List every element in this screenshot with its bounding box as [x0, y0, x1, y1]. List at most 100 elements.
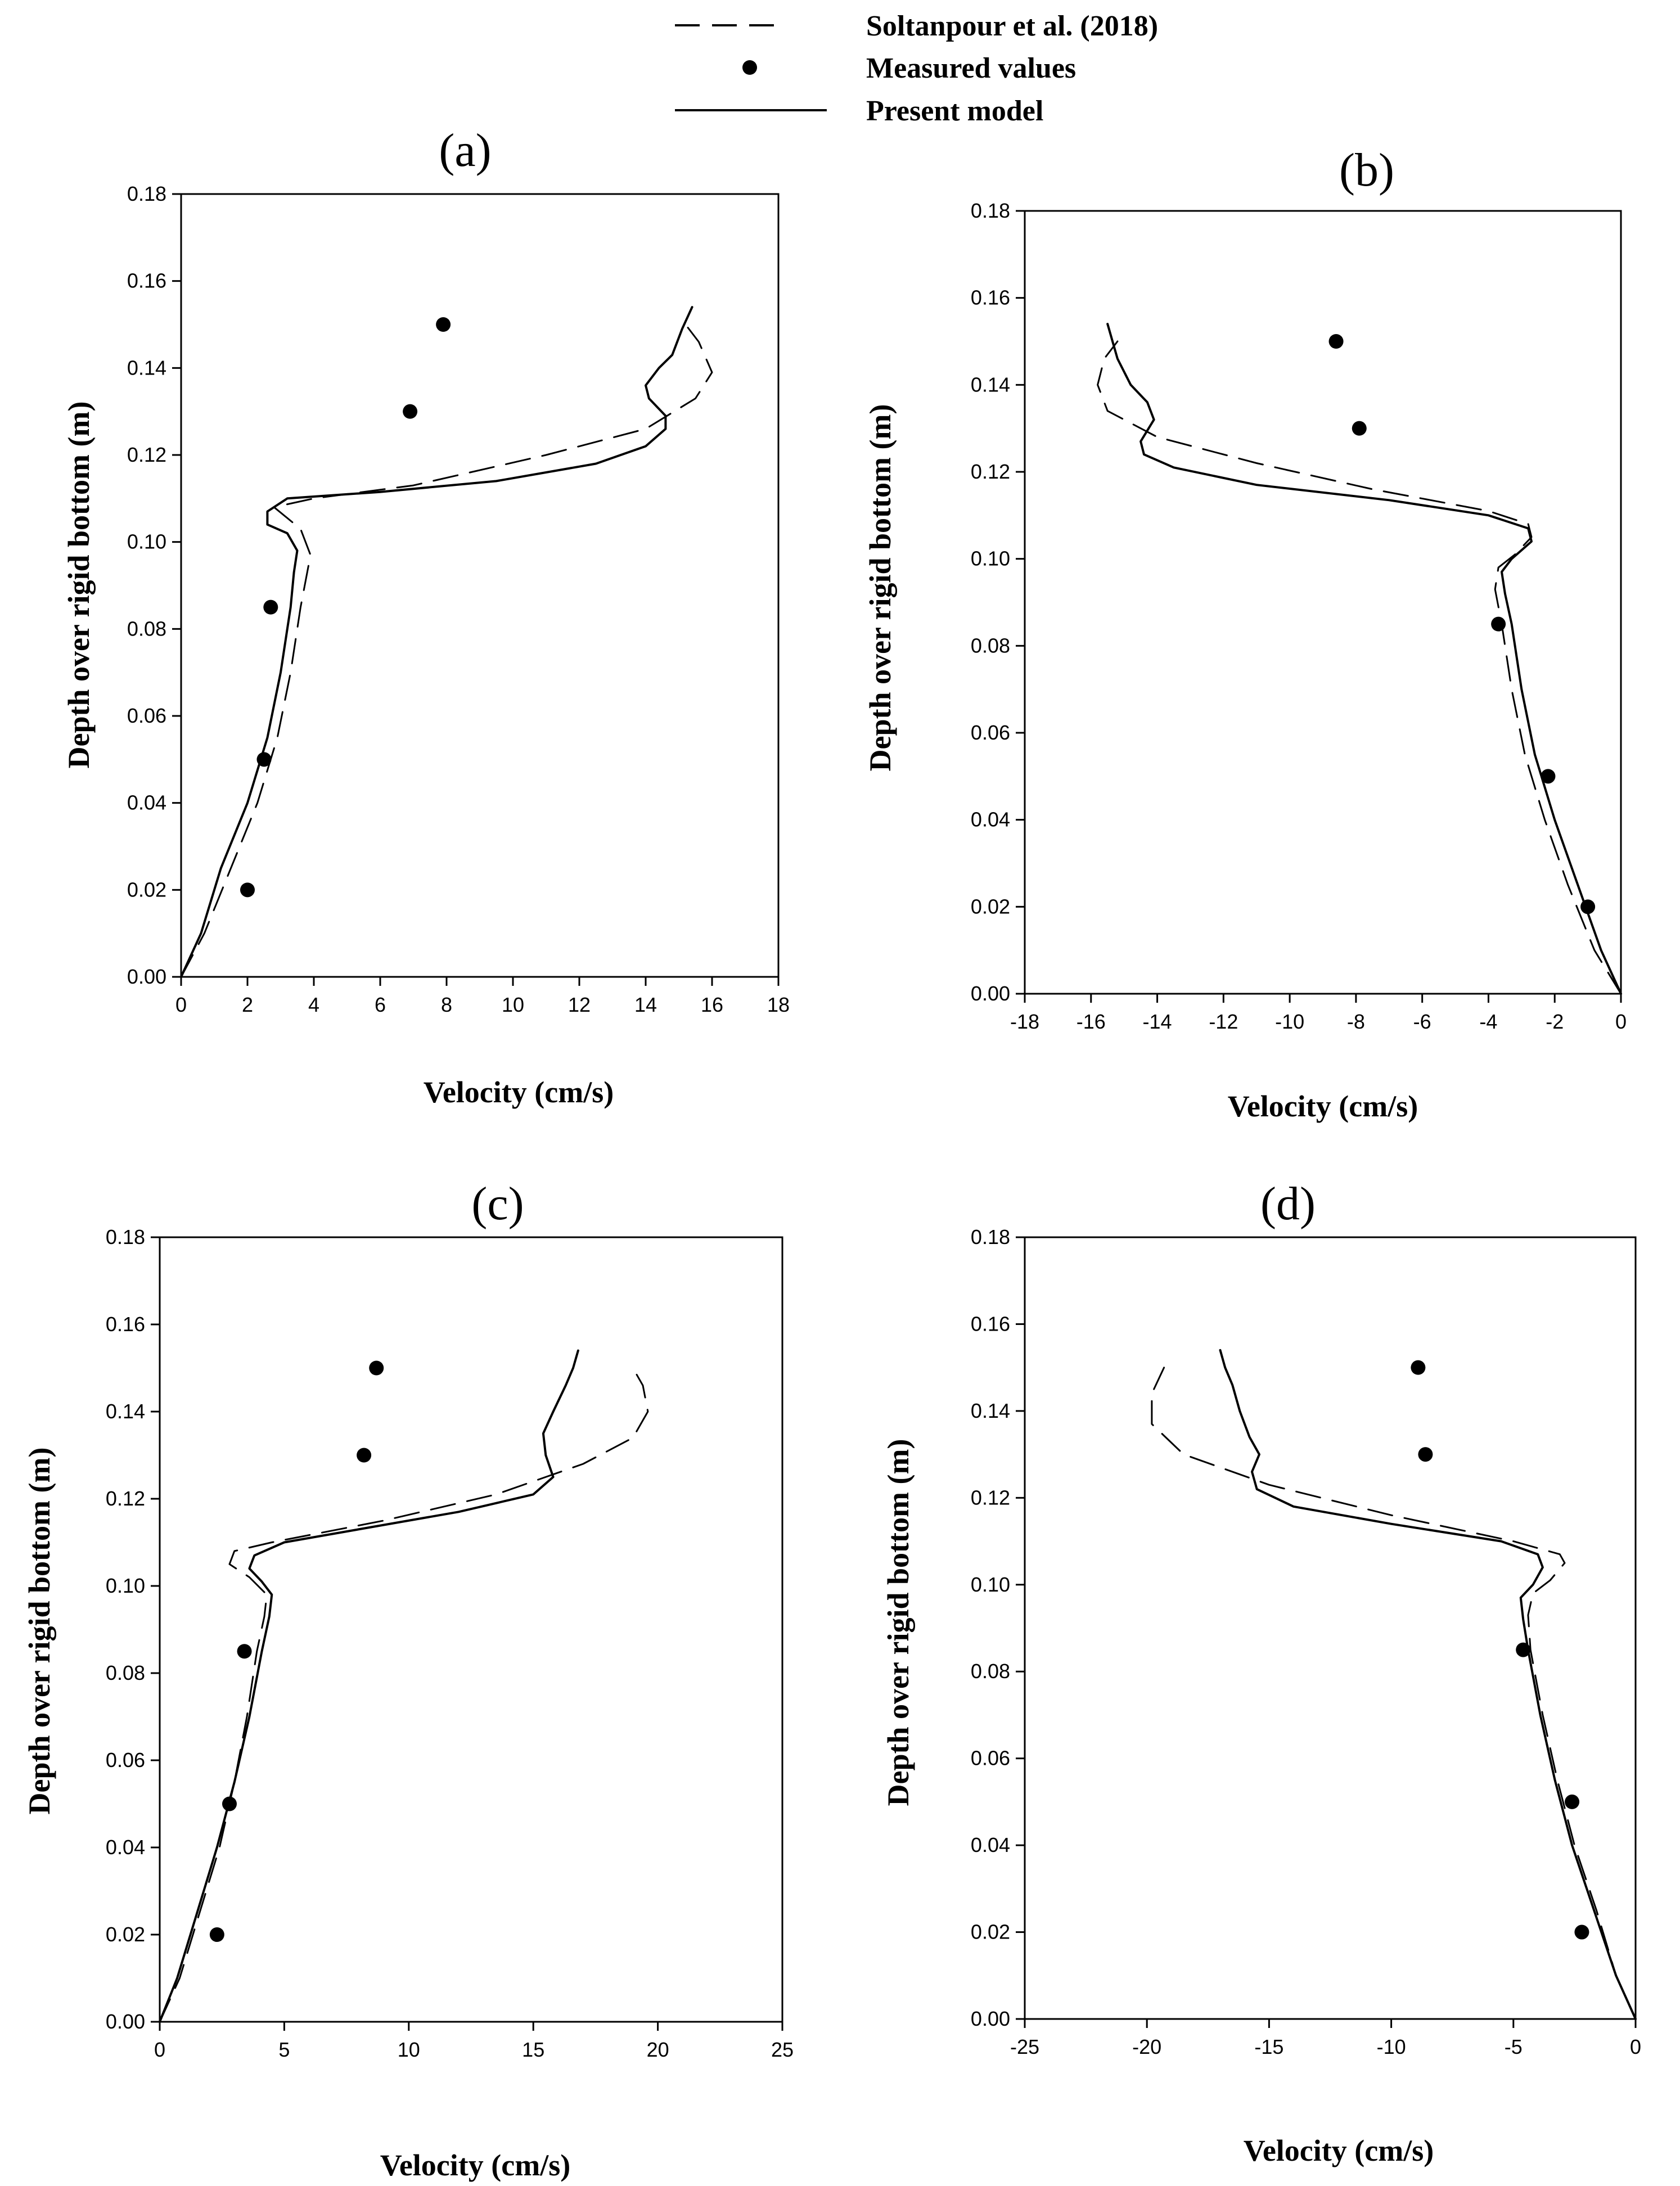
- panel-b-xtick-label: -12: [1209, 1010, 1238, 1033]
- panel-c-ytick-label: 0.18: [106, 1225, 145, 1249]
- panel-d-ytick-label: 0.00: [971, 2007, 1010, 2030]
- panel-c-plot: 0.00 0.02 0.04 0.06 0.08 0.10 0.12 0.14 0.16 0.18…: [106, 1225, 794, 2061]
- panel-c-xtick-label: 20: [647, 2038, 669, 2061]
- panel-b-present-model-curve: [1106, 323, 1622, 995]
- panel-b-ytick-label: 0.06: [971, 721, 1010, 744]
- panel-b-measured-point: [1491, 616, 1506, 632]
- panel-c-measured-point: [209, 1927, 224, 1942]
- panel-d: (d) 0.00 0.02 0.04 0.06 0.08 0.10 0.12 0.14 0.16…: [881, 1178, 1641, 2167]
- panel-b-xtick-label: 0: [1615, 1010, 1627, 1033]
- panel-d-plot-frame: [1024, 1236, 1637, 2020]
- panel-b-xtick-label: -10: [1275, 1010, 1304, 1033]
- panel-d-xtick-label: -15: [1254, 2035, 1283, 2058]
- panel-a-xtick-label: 8: [441, 993, 452, 1016]
- panel-a-plot: 0.00 0.02 0.04 0.06 0.08 0.10 0.12 0.14 0.16 0.18…: [127, 182, 790, 1016]
- panel-b-ytick-label: 0.14: [971, 373, 1010, 396]
- panel-d-x-axis-label: Velocity (cm/s): [1244, 2134, 1434, 2167]
- panel-a-plot-frame: [180, 193, 780, 978]
- panel-b-ytick-label: 0.08: [971, 634, 1010, 657]
- panel-d-measured-point: [1418, 1447, 1433, 1462]
- panel-c-ytick-label: 0.16: [106, 1313, 145, 1336]
- panel-c-ytick-label: 0.14: [106, 1400, 145, 1423]
- panel-b-ytick-label: 0.12: [971, 460, 1010, 483]
- panel-c-y-axis-label: Depth over rigid bottom (m): [22, 1448, 56, 1815]
- panel-c-x-axis-label: Velocity (cm/s): [380, 2148, 570, 2182]
- panel-b-xtick-label: -16: [1077, 1010, 1106, 1033]
- panel-c-ytick-label: 0.12: [106, 1487, 145, 1510]
- panel-a-soltanpour-curve: [180, 323, 713, 978]
- panel-a-x-axis-label: Velocity (cm/s): [424, 1075, 614, 1109]
- panel-a: (a) 0.00 0.02 0.04 0.06 0.08 0.10 0.12 0.14 0.16…: [62, 124, 790, 1109]
- panel-d-ytick-label: 0.02: [971, 1921, 1010, 1944]
- panel-b-ytick-label: 0.18: [971, 199, 1010, 222]
- panel-d-ytick-label: 0.08: [971, 1660, 1010, 1683]
- panel-d-xtick-label: -10: [1377, 2035, 1406, 2058]
- panel-c: (c) 0.00 0.02 0.04 0.06 0.08 0.10 0.12 0.14 0.16…: [22, 1178, 794, 2182]
- panel-a-measured-point: [403, 404, 418, 419]
- panel-d-ytick-label: 0.10: [971, 1573, 1010, 1596]
- panel-d-measured-point: [1574, 1924, 1589, 1940]
- panel-c-xtick-label: 15: [522, 2038, 544, 2061]
- panel-c-measured-point: [369, 1360, 384, 1376]
- panel-d-y-axis-label: Depth over rigid bottom (m): [881, 1439, 915, 1806]
- panel-b-measured-point: [1352, 421, 1367, 436]
- panel-c-ytick-label: 0.00: [106, 2010, 145, 2033]
- panel-d-ytick-label: 0.04: [971, 1833, 1010, 1856]
- panel-a-xtick-label: 2: [242, 993, 253, 1016]
- panel-c-soltanpour-curve: [159, 1367, 649, 2023]
- panel-b-xtick-label: -8: [1347, 1010, 1365, 1033]
- panel-c-ytick-label: 0.02: [106, 1923, 145, 1946]
- panel-b-plot-frame: [1024, 210, 1622, 995]
- panel-d-measured-point: [1411, 1360, 1426, 1375]
- panel-d-soltanpour-curve: [1151, 1367, 1637, 2020]
- panel-b-title: (b): [1339, 144, 1394, 196]
- panel-a-ytick-label: 0.16: [127, 269, 166, 292]
- panel-d-ytick-label: 0.18: [971, 1225, 1010, 1249]
- panel-d-xtick-label: -5: [1505, 2035, 1523, 2058]
- panel-a-measured-point: [263, 600, 278, 615]
- panel-b-x-axis-label: Velocity (cm/s): [1228, 1089, 1418, 1123]
- panel-a-ytick-label: 0.06: [127, 704, 166, 727]
- panel-d-ytick-label: 0.12: [971, 1486, 1010, 1509]
- panel-b-xtick-label: -14: [1143, 1010, 1172, 1033]
- panel-a-xtick-label: 12: [568, 993, 591, 1016]
- panel-c-ytick-label: 0.06: [106, 1748, 145, 1772]
- panel-a-ytick-label: 0.02: [127, 878, 166, 901]
- panel-b: (b) 0.00 0.02 0.04 0.06 0.08 0.10 0.12 0.14 0.16…: [863, 144, 1627, 1123]
- panel-a-xtick-label: 10: [502, 993, 524, 1016]
- panel-c-measured-point: [357, 1448, 372, 1463]
- panel-a-ytick-label: 0.12: [127, 443, 166, 466]
- panel-a-measured-point: [436, 317, 451, 332]
- panel-b-ytick-label: 0.04: [971, 808, 1010, 831]
- panel-c-xtick-label: 5: [278, 2038, 290, 2061]
- panel-a-present-model-curve: [180, 306, 693, 978]
- panel-a-ytick-label: 0.18: [127, 182, 166, 205]
- panel-b-ytick-label: 0.00: [971, 982, 1010, 1005]
- panel-a-ytick-label: 0.14: [127, 356, 166, 379]
- panel-a-xtick-label: 16: [701, 993, 723, 1016]
- panel-b-y-axis-label: Depth over rigid bottom (m): [863, 404, 897, 772]
- panel-b-xtick-label: -4: [1479, 1010, 1497, 1033]
- panel-a-ytick-label: 0.08: [127, 617, 166, 640]
- panel-a-xtick-label: 4: [308, 993, 319, 1016]
- panel-b-ytick-label: 0.16: [971, 286, 1010, 309]
- panel-b-measured-point: [1541, 769, 1556, 784]
- panel-d-xtick-label: -20: [1132, 2035, 1161, 2058]
- panel-c-xtick-label: 0: [154, 2038, 165, 2061]
- panel-d-measured-point: [1565, 1794, 1580, 1809]
- panel-d-plot: 0.00 0.02 0.04 0.06 0.08 0.10 0.12 0.14 0.16 0.18…: [971, 1225, 1641, 2058]
- legend-label-present: Present model: [866, 95, 1043, 127]
- panel-a-title: (a): [439, 124, 491, 177]
- panel-c-xtick-label: 25: [771, 2038, 794, 2061]
- panel-a-xtick-label: 18: [767, 993, 790, 1016]
- panel-b-ytick-label: 0.10: [971, 547, 1010, 570]
- panel-a-ytick-label: 0.04: [127, 791, 166, 814]
- panel-c-ytick-label: 0.08: [106, 1661, 145, 1684]
- panel-a-xtick-label: 14: [634, 993, 657, 1016]
- panel-b-ytick-label: 0.02: [971, 895, 1010, 918]
- legend-label-soltanpour: Soltanpour et al. (2018): [866, 10, 1158, 42]
- panel-d-ytick-label: 0.16: [971, 1312, 1010, 1335]
- panel-d-ytick-label: 0.06: [971, 1747, 1010, 1770]
- panel-a-xtick-label: 0: [175, 993, 187, 1016]
